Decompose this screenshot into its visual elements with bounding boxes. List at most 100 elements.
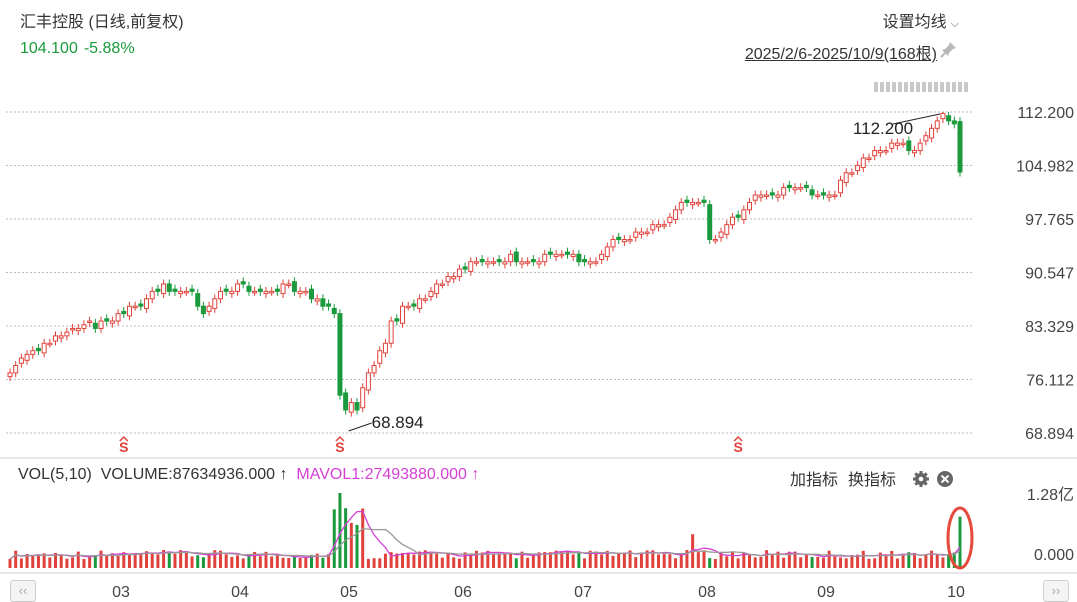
volume-bar bbox=[14, 550, 18, 568]
candle-up bbox=[923, 135, 929, 142]
candle-up bbox=[621, 238, 627, 243]
volume-bar bbox=[952, 552, 956, 568]
volume-bar bbox=[628, 550, 632, 568]
candle-down bbox=[337, 313, 343, 396]
volume-bar bbox=[657, 554, 661, 568]
volume-bar bbox=[947, 554, 951, 568]
ma-legend-stub bbox=[940, 82, 944, 92]
candle-up bbox=[542, 253, 548, 263]
volume-bar bbox=[48, 557, 52, 568]
candle-up bbox=[877, 150, 883, 154]
volume-bar bbox=[395, 553, 399, 568]
candle-down bbox=[786, 184, 792, 189]
candle-up bbox=[382, 342, 388, 354]
signal-marker-icon: S bbox=[335, 439, 344, 455]
volume-bar bbox=[264, 551, 268, 568]
volume-bar bbox=[770, 553, 774, 568]
ma-legend-stub bbox=[904, 82, 908, 92]
add-indicator-button[interactable]: 加指标 bbox=[790, 472, 839, 489]
x-axis-label: 10 bbox=[947, 584, 965, 601]
candle-up bbox=[280, 283, 286, 295]
switch-indicator-button[interactable]: 换指标 bbox=[848, 472, 897, 489]
volume-bar bbox=[105, 555, 109, 568]
volume-bar bbox=[71, 557, 75, 568]
date-range-link[interactable]: 2025/2/6-2025/10/9(168根) bbox=[744, 46, 937, 63]
gear-icon[interactable] bbox=[912, 470, 930, 488]
candle-down bbox=[496, 259, 502, 263]
price-axis-label: 97.765 bbox=[1025, 212, 1074, 229]
candle-up bbox=[570, 253, 576, 258]
ma-legend-stub bbox=[922, 82, 926, 92]
volume-bar bbox=[474, 550, 478, 568]
candle-up bbox=[741, 209, 747, 220]
x-axis-label: 06 bbox=[454, 584, 472, 601]
volume-bar bbox=[736, 558, 740, 568]
volume-bar bbox=[207, 553, 211, 568]
candle-down bbox=[951, 120, 957, 125]
candle-up bbox=[849, 172, 855, 175]
candle-up bbox=[917, 142, 923, 152]
candle-down bbox=[331, 307, 337, 315]
volume-bar bbox=[383, 553, 387, 568]
candle-up bbox=[24, 353, 30, 361]
candle-up bbox=[815, 194, 821, 198]
volume-bar bbox=[122, 552, 126, 568]
candle-down bbox=[195, 293, 201, 307]
candle-up bbox=[826, 194, 832, 198]
signal-arrow-icon bbox=[733, 435, 743, 442]
volume-bar bbox=[804, 555, 808, 568]
ma-setting-button[interactable]: 设置均线 ⌵ bbox=[883, 8, 959, 32]
close-icon[interactable] bbox=[936, 470, 954, 488]
volume-bar bbox=[543, 551, 547, 568]
volume-bar bbox=[565, 550, 569, 568]
volume-bar bbox=[440, 557, 444, 568]
volume-bar bbox=[571, 554, 575, 568]
volume-bar bbox=[327, 554, 331, 568]
volume-bar bbox=[253, 551, 257, 568]
candle-up bbox=[900, 142, 906, 146]
candle-up bbox=[422, 298, 428, 301]
volume-bar bbox=[810, 556, 814, 568]
price-axis-label: 90.547 bbox=[1025, 266, 1074, 283]
volume-bar bbox=[645, 550, 649, 568]
candle-up bbox=[417, 298, 423, 309]
candle-up bbox=[872, 150, 878, 157]
candle-up bbox=[781, 187, 787, 196]
volume-bar bbox=[548, 552, 552, 568]
candle-up bbox=[889, 142, 895, 149]
x-axis-label: 05 bbox=[340, 584, 358, 601]
volume-bar bbox=[611, 555, 615, 568]
volume-bar bbox=[924, 554, 928, 568]
mavol1-arrow-icon: ↑ bbox=[471, 466, 480, 483]
candle-up bbox=[217, 290, 223, 300]
candle-down bbox=[257, 288, 263, 292]
scroll-left-button[interactable]: ‹‹ bbox=[10, 580, 36, 602]
volume-bar bbox=[605, 550, 609, 568]
volume-tools: 加指标 换指标 bbox=[790, 466, 954, 490]
candle-up bbox=[894, 142, 900, 146]
volume-bar bbox=[509, 553, 513, 568]
scroll-right-button[interactable]: ›› bbox=[1043, 580, 1069, 602]
candle-down bbox=[200, 305, 206, 315]
candle-up bbox=[502, 261, 508, 265]
signal-arrow-icon bbox=[119, 435, 129, 442]
volume-bar bbox=[406, 553, 410, 568]
candle-up bbox=[940, 112, 946, 120]
volume-bar bbox=[617, 553, 621, 568]
volume-bar bbox=[218, 550, 222, 568]
volume-bar bbox=[719, 552, 723, 568]
ma-legend-stub bbox=[910, 82, 914, 92]
volume-bar bbox=[133, 553, 137, 568]
candle-up bbox=[41, 342, 47, 354]
volume-bar bbox=[344, 508, 348, 568]
candle-up bbox=[599, 253, 605, 261]
candle-up bbox=[439, 283, 445, 286]
candle-up bbox=[775, 194, 781, 198]
price-axis-label: 104.982 bbox=[1016, 159, 1074, 176]
volume-bar bbox=[19, 558, 23, 568]
volume-bar bbox=[452, 557, 456, 568]
candle-up bbox=[7, 372, 13, 378]
volume-bar bbox=[594, 551, 598, 568]
pin-icon[interactable] bbox=[940, 40, 958, 58]
low-label: 68.894 bbox=[372, 413, 424, 432]
